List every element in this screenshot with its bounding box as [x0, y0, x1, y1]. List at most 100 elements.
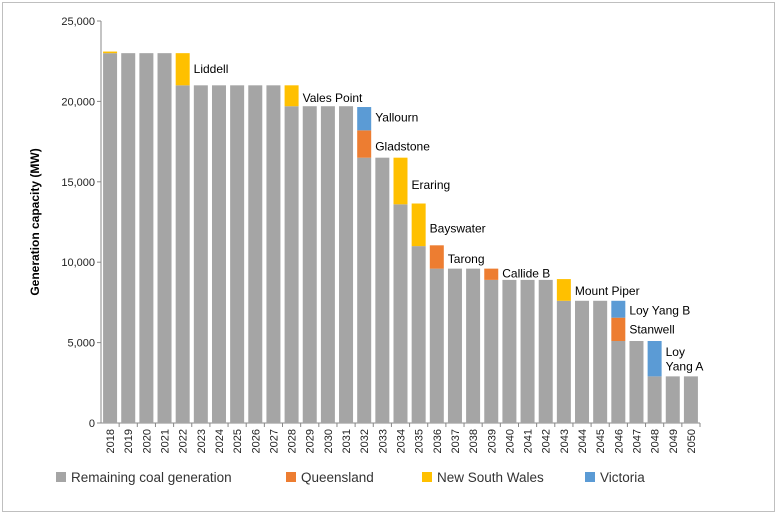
x-tick-label: 2032: [359, 429, 371, 453]
x-tick-label: 2030: [323, 429, 335, 453]
x-tick-label: 2019: [123, 429, 135, 453]
bar-segment-remaining-coal-generation: [447, 268, 462, 423]
legend-label: New South Wales: [437, 470, 544, 485]
bar-segment-remaining-coal-generation: [103, 53, 118, 423]
y-tick-label: 15,000: [61, 177, 95, 189]
bar-segment-remaining-coal-generation: [575, 300, 590, 423]
y-tick-label: 5,000: [67, 338, 95, 350]
bar-segment-queensland: [484, 268, 499, 280]
bar-segment-remaining-coal-generation: [121, 53, 136, 423]
legend-swatch: [422, 472, 432, 482]
annotation-label: Loy Yang B: [629, 303, 690, 317]
bar-segment-queensland: [429, 245, 444, 269]
bar-segment-new-south-wales: [284, 85, 299, 107]
bar-segment-remaining-coal-generation: [193, 85, 208, 423]
x-tick-label: 2043: [559, 429, 571, 453]
y-axis-title: Generation capacity (MW): [28, 148, 42, 295]
bar-segment-new-south-wales: [393, 157, 408, 205]
bar-segment-new-south-wales: [411, 203, 426, 247]
annotation-label: Yallourn: [375, 110, 418, 124]
x-tick-label: 2042: [541, 429, 553, 453]
bar-segment-remaining-coal-generation: [683, 376, 698, 423]
annotation-label: Tarong: [448, 252, 485, 266]
bar-segment-remaining-coal-generation: [484, 279, 499, 423]
x-tick-label: 2024: [214, 429, 226, 453]
legend-swatch: [56, 472, 66, 482]
bar-segment-remaining-coal-generation: [302, 106, 317, 423]
x-tick-label: 2041: [523, 429, 535, 453]
bar-segment-new-south-wales: [556, 279, 571, 301]
bar-segment-victoria: [357, 107, 372, 131]
bar-segment-remaining-coal-generation: [593, 300, 608, 423]
x-tick-label: 2034: [396, 429, 408, 453]
x-tick-label: 2047: [631, 429, 643, 453]
x-tick-label: 2045: [595, 429, 607, 453]
bar-segment-remaining-coal-generation: [429, 268, 444, 423]
x-tick-label: 2018: [105, 429, 117, 453]
bar-segment-queensland: [357, 130, 372, 158]
x-tick-label: 2049: [668, 429, 680, 453]
bar-segment-remaining-coal-generation: [375, 157, 390, 423]
x-tick-label: 2027: [268, 429, 280, 453]
legend-label: Queensland: [301, 470, 374, 485]
x-tick-label: 2028: [287, 429, 299, 453]
bar-segment-remaining-coal-generation: [357, 157, 372, 423]
bar-segment-remaining-coal-generation: [520, 279, 535, 423]
legend-label: Victoria: [600, 470, 645, 485]
bar-segment-remaining-coal-generation: [556, 300, 571, 423]
annotation-label: Vales Point: [303, 91, 363, 105]
x-tick-label: 2039: [486, 429, 498, 453]
y-tick-label: 0: [89, 418, 95, 430]
bar-segment-queensland: [611, 317, 626, 341]
x-tick-label: 2021: [160, 429, 172, 453]
x-tick-label: 2023: [196, 429, 208, 453]
bar-segment-victoria: [611, 300, 626, 318]
bar-segment-remaining-coal-generation: [211, 85, 226, 423]
y-tick-label: 10,000: [61, 257, 95, 269]
x-tick-label: 2031: [341, 429, 353, 453]
bar-segment-remaining-coal-generation: [538, 279, 553, 423]
x-tick-label: 2020: [141, 429, 153, 453]
bar-segment-remaining-coal-generation: [339, 106, 354, 423]
bar-segment-remaining-coal-generation: [320, 106, 335, 423]
annotation-label: Eraring: [412, 178, 451, 192]
x-tick-label: 2025: [232, 429, 244, 453]
x-tick-label: 2022: [178, 429, 190, 453]
x-tick-label: 2033: [377, 429, 389, 453]
x-tick-label: 2037: [450, 429, 462, 453]
bar-segment-remaining-coal-generation: [647, 376, 662, 423]
bar-segment-remaining-coal-generation: [175, 85, 190, 423]
annotation-label: Loy: [666, 345, 685, 359]
annotation-label: Bayswater: [430, 221, 486, 235]
y-tick-label: 25,000: [61, 16, 95, 28]
legend-swatch: [585, 472, 595, 482]
x-tick-label: 2044: [577, 429, 589, 453]
legend-swatch: [286, 472, 296, 482]
bar-segment-remaining-coal-generation: [139, 53, 154, 423]
bar-segment-remaining-coal-generation: [502, 279, 517, 423]
x-tick-label: 2026: [250, 429, 262, 453]
x-tick-label: 2046: [613, 429, 625, 453]
bar-segment-remaining-coal-generation: [157, 53, 172, 423]
x-tick-label: 2048: [650, 429, 662, 453]
bar-segment-remaining-coal-generation: [248, 85, 263, 423]
bar-segment-remaining-coal-generation: [611, 340, 626, 423]
annotation-label: Yang A: [666, 360, 704, 374]
bar-segment-new-south-wales: [103, 51, 118, 54]
legend-label: Remaining coal generation: [71, 470, 232, 485]
stacked-bar-chart: 0 5,000 10,000 15,000 20,000 25,000 2018 2019 20…: [28, 16, 704, 485]
x-tick-label: 2029: [305, 429, 317, 453]
bar-segment-remaining-coal-generation: [284, 106, 299, 423]
bar-segment-remaining-coal-generation: [466, 268, 481, 423]
bar-segment-remaining-coal-generation: [266, 85, 281, 423]
annotation-label: Stanwell: [629, 323, 674, 337]
annotation-label: Mount Piper: [575, 284, 640, 298]
x-tick-label: 2035: [414, 429, 426, 453]
bar-segment-remaining-coal-generation: [393, 204, 408, 423]
x-tick-label: 2050: [686, 429, 698, 453]
annotation-label: Callide B: [502, 266, 550, 280]
bar-segment-remaining-coal-generation: [411, 246, 426, 423]
annotation-label: Gladstone: [375, 139, 430, 153]
bar-segment-remaining-coal-generation: [629, 340, 644, 423]
